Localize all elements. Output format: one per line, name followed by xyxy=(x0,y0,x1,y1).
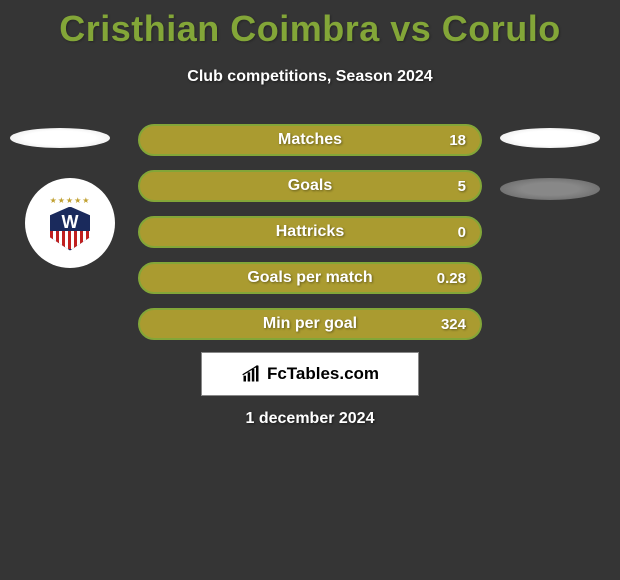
branding-box: FcTables.com xyxy=(201,352,419,396)
right-player-placeholder-1 xyxy=(500,128,600,148)
stat-value: 324 xyxy=(441,316,466,333)
stat-label: Hattricks xyxy=(276,223,344,241)
stat-label: Goals per match xyxy=(247,269,372,287)
stat-bar: Goals per match 0.28 xyxy=(138,262,482,294)
branding-text: FcTables.com xyxy=(267,364,379,384)
stat-bar: Goals 5 xyxy=(138,170,482,202)
stat-label: Goals xyxy=(288,177,332,195)
crest-stars-icon: ★★★★★ xyxy=(50,196,91,205)
stat-bar: Matches 18 xyxy=(138,124,482,156)
chart-icon xyxy=(241,364,261,384)
club-crest: ★★★★★ W xyxy=(25,178,115,268)
stat-bar: Hattricks 0 xyxy=(138,216,482,248)
stat-label: Min per goal xyxy=(263,315,357,333)
crest-letter: W xyxy=(62,212,79,233)
page-title: Cristhian Coimbra vs Corulo xyxy=(0,0,620,50)
stat-bar: Min per goal 324 xyxy=(138,308,482,340)
stat-label: Matches xyxy=(278,131,342,149)
subtitle: Club competitions, Season 2024 xyxy=(0,68,620,86)
stat-value: 0 xyxy=(458,224,466,241)
left-player-placeholder-1 xyxy=(10,128,110,148)
stats-bars: Matches 18 Goals 5 Hattricks 0 Goals per… xyxy=(138,124,482,354)
stat-value: 5 xyxy=(458,178,466,195)
right-player-placeholder-2 xyxy=(500,178,600,200)
stat-value: 0.28 xyxy=(437,270,466,287)
stat-value: 18 xyxy=(449,132,466,149)
date-text: 1 december 2024 xyxy=(0,410,620,428)
crest-shield-icon: W xyxy=(50,207,90,251)
crest-stripes xyxy=(50,231,90,249)
